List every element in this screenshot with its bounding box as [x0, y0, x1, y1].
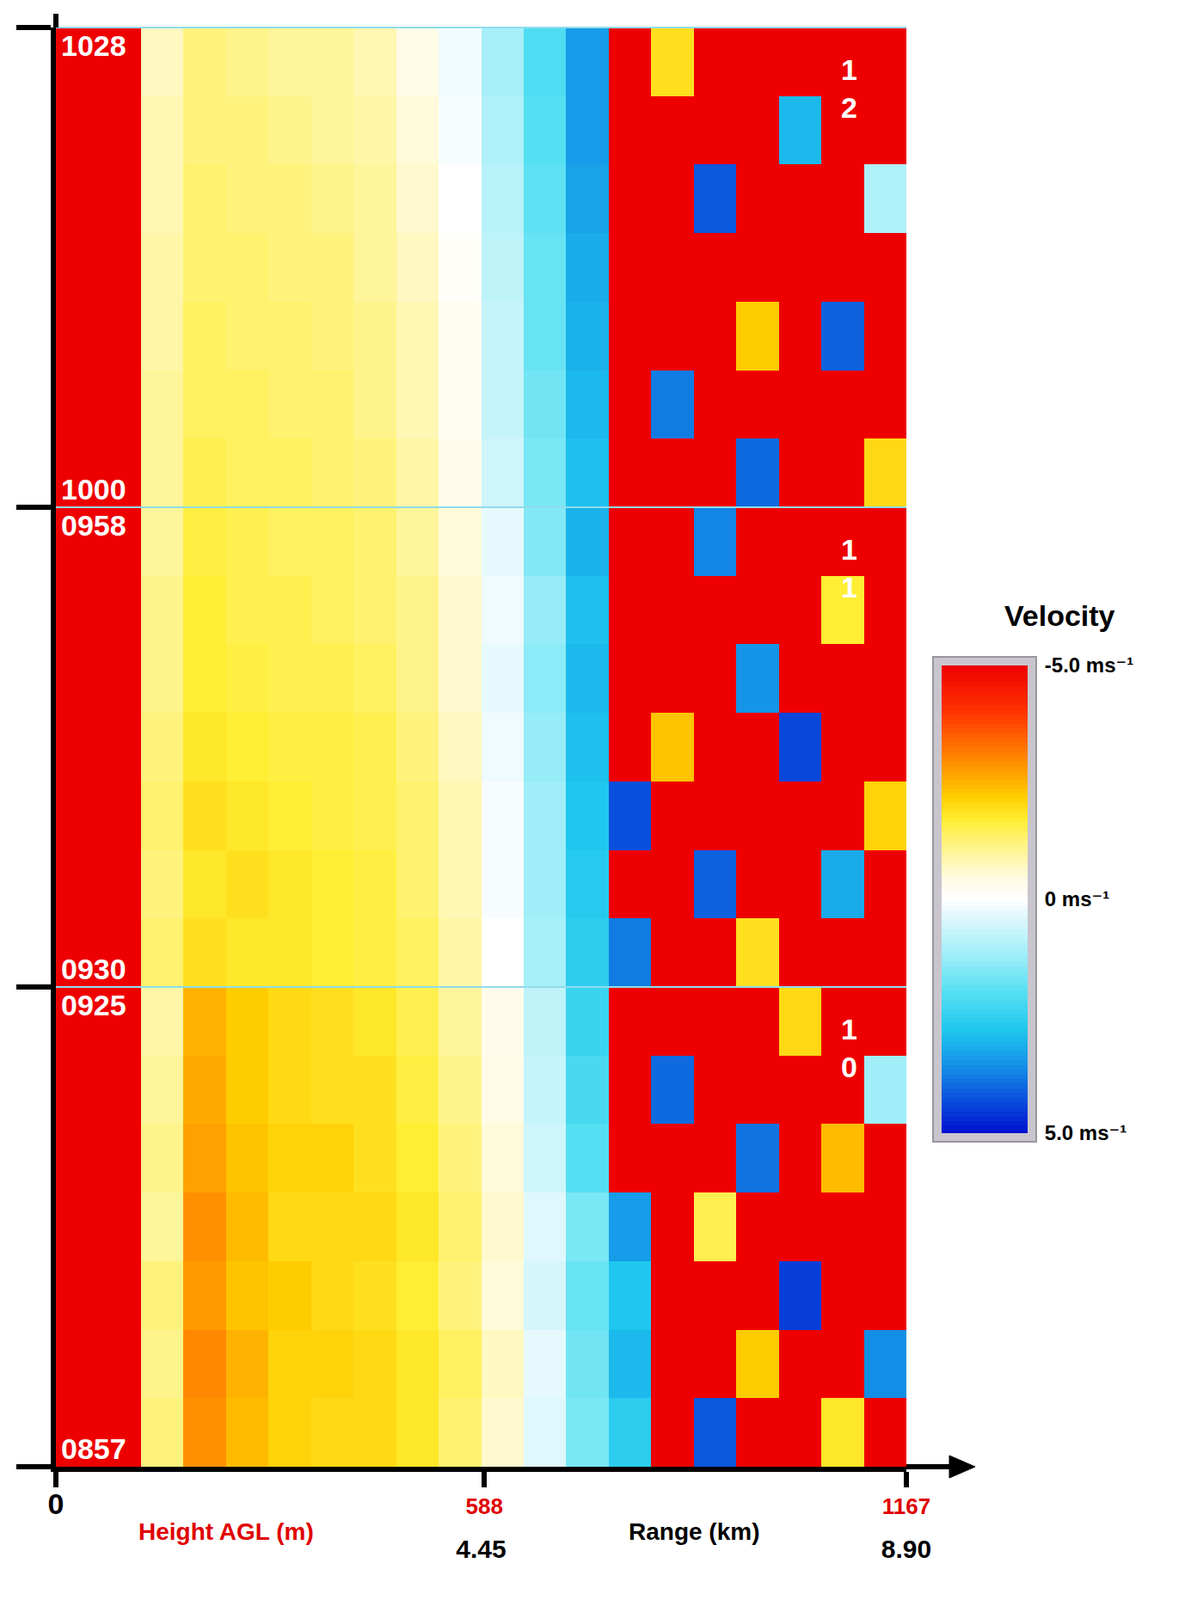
svg-text:11: 11	[841, 533, 858, 604]
svg-text:0857: 0857	[61, 1432, 127, 1466]
svg-text:8.90: 8.90	[881, 1534, 932, 1564]
svg-text:10: 10	[841, 1012, 858, 1084]
svg-text:Velocity: Velocity	[1004, 599, 1116, 633]
svg-text:4.45: 4.45	[455, 1534, 506, 1564]
svg-text:12: 12	[841, 53, 858, 124]
svg-text:-5.0 ms⁻¹: -5.0 ms⁻¹	[1044, 653, 1134, 677]
svg-text:Range (km): Range (km)	[628, 1518, 760, 1546]
svg-text:1167: 1167	[882, 1493, 931, 1520]
svg-text:588: 588	[466, 1493, 504, 1520]
svg-text:0 ms⁻¹: 0 ms⁻¹	[1044, 887, 1110, 911]
svg-text:0930: 0930	[61, 952, 127, 986]
svg-text:0958: 0958	[61, 509, 127, 542]
svg-text:Height AGL (m): Height AGL (m)	[138, 1518, 314, 1546]
svg-text:1028: 1028	[61, 29, 127, 62]
svg-text:1000: 1000	[61, 472, 127, 506]
svg-text:0925: 0925	[61, 988, 127, 1022]
svg-text:5.0 ms⁻¹: 5.0 ms⁻¹	[1044, 1121, 1127, 1145]
svg-text:0: 0	[48, 1487, 65, 1521]
